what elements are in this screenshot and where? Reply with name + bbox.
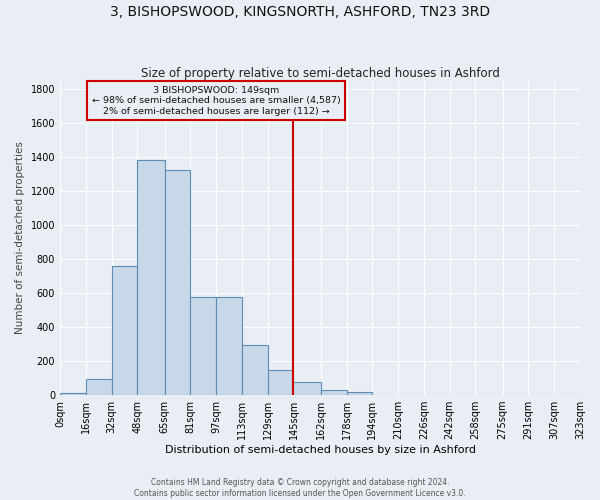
Title: Size of property relative to semi-detached houses in Ashford: Size of property relative to semi-detach… (140, 66, 499, 80)
Bar (268, 370, 293, 395)
Text: 3, BISHOPSWOOD, KINGSNORTH, ASHFORD, TN23 3RD: 3, BISHOPSWOOD, KINGSNORTH, ASHFORD, TN2… (110, 5, 490, 19)
Text: Contains HM Land Registry data © Crown copyright and database right 2024.
Contai: Contains HM Land Registry data © Crown c… (134, 478, 466, 498)
Bar (164, 170, 190, 395)
Y-axis label: Number of semi-detached properties: Number of semi-detached properties (15, 142, 25, 334)
X-axis label: Distribution of semi-detached houses by size in Ashford: Distribution of semi-detached houses by … (164, 445, 476, 455)
Text: 3 BISHOPSWOOD: 149sqm
← 98% of semi-detached houses are smaller (4,587)
2% of se: 3 BISHOPSWOOD: 149sqm ← 98% of semi-deta… (92, 86, 341, 116)
Bar (293, 382, 321, 395)
Bar (216, 296, 242, 395)
Bar (321, 390, 347, 395)
Bar (137, 160, 164, 395)
Bar (60, 394, 86, 395)
Bar (242, 345, 268, 395)
Bar (190, 296, 216, 395)
Bar (347, 392, 373, 395)
Bar (86, 379, 112, 395)
Bar (112, 266, 137, 395)
